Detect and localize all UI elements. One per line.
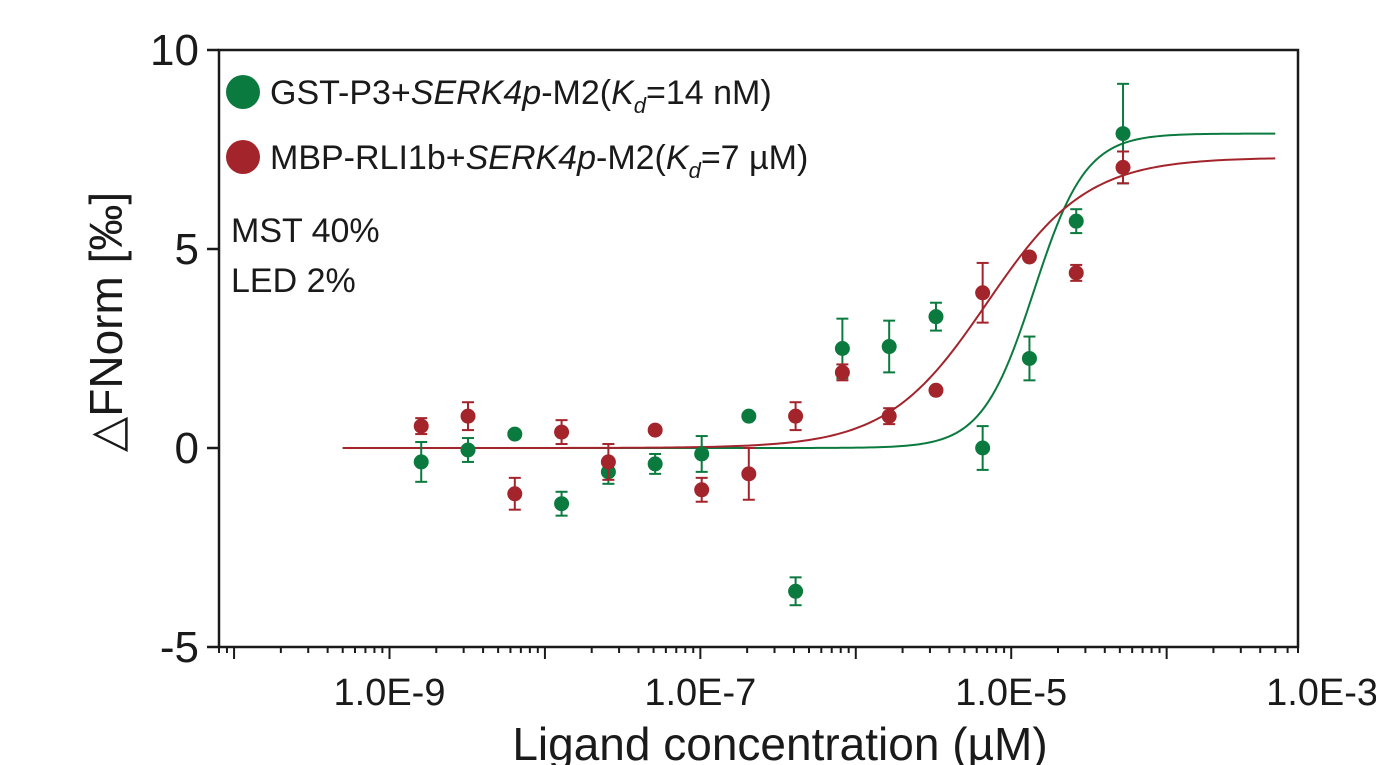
x-tick-label: 1.0E-5 xyxy=(955,672,1067,714)
y-tick-label: 10 xyxy=(150,26,199,75)
data-point xyxy=(413,418,429,434)
x-tick-label: 1.0E-7 xyxy=(644,672,756,714)
legend-subscript: d xyxy=(634,93,647,118)
data-point xyxy=(741,466,757,482)
data-point xyxy=(460,442,476,458)
data-point xyxy=(1021,350,1037,366)
x-axis: 1.0E-9 1.0E-7 1.0E-5 1.0E-3 xyxy=(218,647,1376,714)
data-point xyxy=(554,496,570,512)
legend-italic: K xyxy=(611,74,635,112)
legend-marker xyxy=(226,75,260,109)
legend-label: GST-P3+SERK4p-M2(Kd=14 nM) xyxy=(270,74,772,118)
data-point xyxy=(647,456,663,472)
legend-text-part: MBP-RLI1b+ xyxy=(270,139,466,177)
data-point xyxy=(600,454,616,470)
data-point xyxy=(1115,126,1131,142)
fit-curves xyxy=(342,132,1276,449)
legend-italic: SERK4p xyxy=(466,139,596,177)
data-point xyxy=(788,408,804,424)
legend: GST-P3+SERK4p-M2(Kd=14 nM)MBP-RLI1b+SERK… xyxy=(226,74,808,183)
x-axis-title: Ligand concentration (µM) xyxy=(512,718,1047,765)
data-point xyxy=(1021,249,1037,265)
data-point xyxy=(1068,213,1084,229)
data-point xyxy=(928,382,944,398)
data-points xyxy=(413,82,1131,607)
y-axis-title: △FNorm [‰] xyxy=(80,192,132,452)
plot-frame xyxy=(217,48,1300,649)
data-point xyxy=(788,583,804,599)
data-point xyxy=(975,285,991,301)
y-tick-label: 5 xyxy=(175,225,199,274)
legend-italic: K xyxy=(666,139,690,177)
data-point xyxy=(881,408,897,424)
data-point xyxy=(975,440,991,456)
data-point xyxy=(834,364,850,380)
legend-text-part: =14 nM) xyxy=(646,74,772,112)
annotation-led: LED 2% xyxy=(231,262,356,300)
fit-curve xyxy=(342,157,1276,449)
legend-text-part: -M2( xyxy=(541,74,612,112)
legend-subscript: d xyxy=(689,158,702,183)
annotation-mst: MST 40% xyxy=(231,212,380,250)
legend-marker xyxy=(226,140,260,174)
legend-text-part: GST-P3+ xyxy=(270,74,411,112)
data-point xyxy=(507,486,523,502)
data-point xyxy=(928,309,944,325)
y-tick-label: 0 xyxy=(175,424,199,473)
legend-italic: SERK4p xyxy=(411,74,541,112)
data-point xyxy=(460,408,476,424)
data-point xyxy=(741,408,757,424)
legend-label: MBP-RLI1b+SERK4p-M2(Kd=7 µM) xyxy=(270,139,808,183)
legend-text-part: =7 µM) xyxy=(701,139,808,177)
data-point xyxy=(881,339,897,355)
data-point xyxy=(413,454,429,470)
y-tick-label: -5 xyxy=(160,623,199,672)
fit-curve xyxy=(342,132,1276,449)
data-point xyxy=(1115,159,1131,175)
y-axis: -5 0 5 10 xyxy=(150,26,219,672)
data-point xyxy=(694,482,710,498)
data-point xyxy=(834,341,850,356)
data-point xyxy=(694,446,710,462)
data-point xyxy=(1068,265,1084,281)
legend-text-part: -M2( xyxy=(596,139,667,177)
data-point xyxy=(554,424,570,440)
data-point xyxy=(647,422,663,438)
x-tick-label: 1.0E-9 xyxy=(334,672,446,714)
data-point xyxy=(507,426,523,442)
x-tick-label: 1.0E-3 xyxy=(1266,672,1376,714)
